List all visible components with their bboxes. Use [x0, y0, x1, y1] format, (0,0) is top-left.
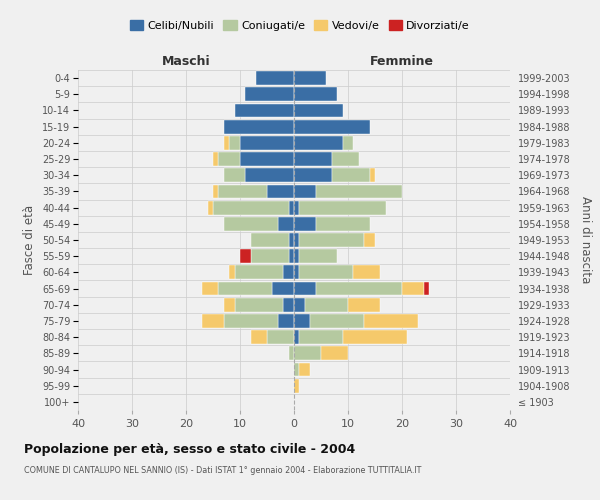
- Bar: [251, 330, 267, 344]
- Bar: [294, 168, 332, 182]
- Bar: [289, 346, 294, 360]
- Bar: [348, 298, 380, 312]
- Bar: [224, 298, 235, 312]
- Bar: [299, 362, 310, 376]
- Bar: [213, 200, 289, 214]
- Bar: [294, 314, 310, 328]
- Bar: [224, 168, 245, 182]
- Bar: [294, 184, 316, 198]
- Bar: [294, 200, 299, 214]
- Bar: [294, 71, 326, 85]
- Legend: Celibi/Nubili, Coniugati/e, Vedovi/e, Divorziati/e: Celibi/Nubili, Coniugati/e, Vedovi/e, Di…: [125, 16, 475, 35]
- Bar: [267, 184, 294, 198]
- Bar: [235, 104, 294, 118]
- Bar: [229, 266, 235, 280]
- Bar: [343, 330, 407, 344]
- Bar: [294, 362, 299, 376]
- Bar: [283, 266, 294, 280]
- Bar: [251, 233, 289, 247]
- Bar: [299, 330, 343, 344]
- Bar: [229, 136, 240, 149]
- Bar: [364, 314, 418, 328]
- Bar: [235, 298, 283, 312]
- Bar: [294, 379, 299, 392]
- Bar: [202, 282, 218, 296]
- Bar: [245, 88, 294, 101]
- Bar: [208, 200, 213, 214]
- Bar: [240, 250, 251, 263]
- Bar: [299, 250, 337, 263]
- Bar: [213, 152, 218, 166]
- Bar: [316, 217, 370, 230]
- Bar: [370, 168, 375, 182]
- Bar: [294, 250, 299, 263]
- Bar: [294, 104, 343, 118]
- Bar: [224, 120, 294, 134]
- Bar: [267, 330, 294, 344]
- Bar: [294, 152, 332, 166]
- Bar: [310, 314, 364, 328]
- Bar: [294, 136, 343, 149]
- Bar: [316, 282, 402, 296]
- Bar: [283, 298, 294, 312]
- Bar: [235, 266, 283, 280]
- Bar: [294, 346, 321, 360]
- Bar: [294, 217, 316, 230]
- Bar: [224, 314, 278, 328]
- Bar: [218, 282, 272, 296]
- Bar: [224, 136, 229, 149]
- Bar: [294, 120, 370, 134]
- Bar: [289, 250, 294, 263]
- Bar: [278, 217, 294, 230]
- Bar: [245, 168, 294, 182]
- Bar: [424, 282, 429, 296]
- Text: Maschi: Maschi: [161, 54, 211, 68]
- Bar: [332, 152, 359, 166]
- Y-axis label: Fasce di età: Fasce di età: [23, 205, 37, 275]
- Bar: [256, 71, 294, 85]
- Bar: [343, 136, 353, 149]
- Bar: [294, 330, 299, 344]
- Bar: [278, 314, 294, 328]
- Text: Femmine: Femmine: [370, 54, 434, 68]
- Bar: [294, 88, 337, 101]
- Bar: [218, 184, 267, 198]
- Bar: [294, 298, 305, 312]
- Bar: [316, 184, 402, 198]
- Bar: [240, 152, 294, 166]
- Bar: [305, 298, 348, 312]
- Bar: [353, 266, 380, 280]
- Bar: [299, 266, 353, 280]
- Bar: [289, 200, 294, 214]
- Bar: [332, 168, 370, 182]
- Bar: [294, 266, 299, 280]
- Bar: [321, 346, 348, 360]
- Bar: [240, 136, 294, 149]
- Bar: [294, 282, 316, 296]
- Bar: [272, 282, 294, 296]
- Text: COMUNE DI CANTALUPO NEL SANNIO (IS) - Dati ISTAT 1° gennaio 2004 - Elaborazione : COMUNE DI CANTALUPO NEL SANNIO (IS) - Da…: [24, 466, 421, 475]
- Bar: [202, 314, 224, 328]
- Bar: [364, 233, 375, 247]
- Bar: [299, 200, 386, 214]
- Text: Popolazione per età, sesso e stato civile - 2004: Popolazione per età, sesso e stato civil…: [24, 442, 355, 456]
- Bar: [251, 250, 289, 263]
- Bar: [289, 233, 294, 247]
- Bar: [218, 152, 240, 166]
- Bar: [224, 217, 278, 230]
- Bar: [299, 233, 364, 247]
- Bar: [294, 233, 299, 247]
- Bar: [213, 184, 218, 198]
- Bar: [402, 282, 424, 296]
- Y-axis label: Anni di nascita: Anni di nascita: [579, 196, 592, 284]
